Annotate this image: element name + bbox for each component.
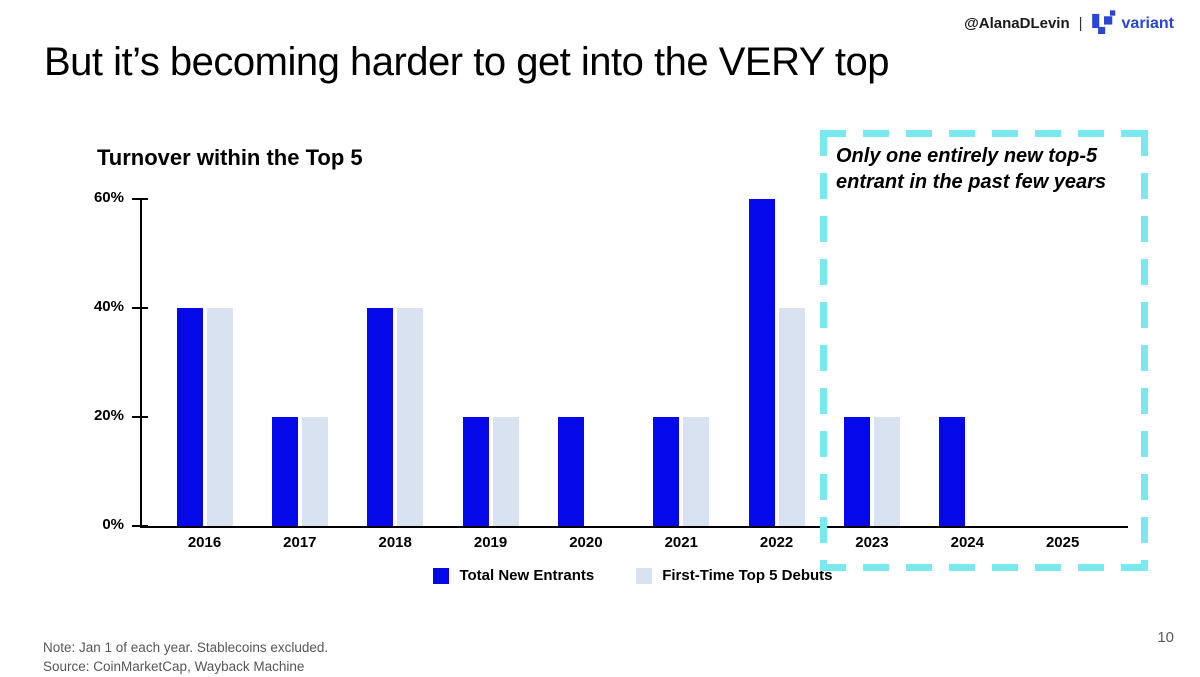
y-axis-tick-label: 40% xyxy=(93,298,124,315)
bar-2022-series-0 xyxy=(748,199,775,526)
legend-swatch-lightblue xyxy=(636,567,653,584)
header: @AlanaDLevin | variant xyxy=(964,8,1174,39)
y-axis-tick xyxy=(132,416,148,418)
y-axis-tick-label: 60% xyxy=(93,189,124,206)
bar-2016-series-0 xyxy=(176,308,203,526)
legend-label: First-Time Top 5 Debuts xyxy=(662,567,833,584)
annotation-text: Only one entirely new top-5 entrant in t… xyxy=(836,145,1107,193)
y-axis-tick xyxy=(132,307,148,309)
brand: variant xyxy=(1091,8,1174,39)
bar-2020-series-0 xyxy=(557,417,584,526)
bar-2024-series-0 xyxy=(939,417,966,526)
x-axis-label: 2017 xyxy=(283,534,317,551)
legend-entry-first-time-debuts: First-Time Top 5 Debuts xyxy=(636,567,833,584)
y-axis-tick xyxy=(132,198,148,200)
highlight-box-border-right xyxy=(1141,130,1148,571)
bar-2018-series-1 xyxy=(397,308,424,526)
page-title: But it’s becoming harder to get into the… xyxy=(44,40,889,84)
bar-2016-series-1 xyxy=(206,308,233,526)
y-axis-tick xyxy=(132,525,148,527)
legend-swatch-blue xyxy=(433,567,450,584)
bar-2023-series-1 xyxy=(873,417,900,526)
bar-2017-series-1 xyxy=(301,417,328,526)
x-axis-label: 2021 xyxy=(664,534,698,551)
separator: | xyxy=(1078,15,1083,32)
bar-2017-series-0 xyxy=(271,417,298,526)
legend-label: Total New Entrants xyxy=(459,567,595,584)
x-axis-label: 2022 xyxy=(759,534,794,551)
legend-entry-total-new-entrants: Total New Entrants xyxy=(433,567,594,584)
variant-logo-icon xyxy=(1091,8,1116,39)
bar-2023-series-0 xyxy=(843,417,870,526)
y-axis-tick-label: 0% xyxy=(102,516,124,533)
bar-2018-series-0 xyxy=(367,308,394,526)
x-axis-label: 2024 xyxy=(950,534,984,551)
bar-2019-series-1 xyxy=(492,417,519,526)
x-axis-label: 2018 xyxy=(378,534,412,551)
x-axis-label: 2019 xyxy=(473,534,508,551)
plot-area: 0% 20% 40% 60% 2016 2017 2018 2019 2020 2021 2022 2… xyxy=(94,189,1128,551)
x-axis-label: 2016 xyxy=(187,534,222,551)
x-axis-label: 2020 xyxy=(569,534,603,551)
footnote-line-2: Source: CoinMarketCap, Wayback Machine xyxy=(43,658,305,674)
page-number: 10 xyxy=(1157,629,1174,646)
y-axis-tick-label: 20% xyxy=(93,407,124,424)
bar-2021-series-0 xyxy=(653,417,680,526)
chart-legend: Total New Entrants First-Time Top 5 Debu… xyxy=(140,567,1126,584)
highlight-box-border-bottom xyxy=(820,564,1148,571)
brand-name: variant xyxy=(1121,14,1174,32)
highlight-box-border-top xyxy=(820,130,1148,137)
footnote-line-1: Note: Jan 1 of each year. Stablecoins ex… xyxy=(43,640,329,655)
bar-2021-series-1 xyxy=(683,417,710,526)
x-axis-label: 2023 xyxy=(855,534,889,551)
chart-title: Turnover within the Top 5 xyxy=(97,145,363,170)
twitter-handle: @AlanaDLevin xyxy=(964,15,1070,32)
footnote: Note: Jan 1 of each year. Stablecoins ex… xyxy=(43,639,328,677)
x-axis-label: 2025 xyxy=(1045,534,1080,551)
bar-2022-series-1 xyxy=(778,308,805,526)
bar-2019-series-0 xyxy=(462,417,489,526)
highlight-box-border-left xyxy=(820,130,827,571)
